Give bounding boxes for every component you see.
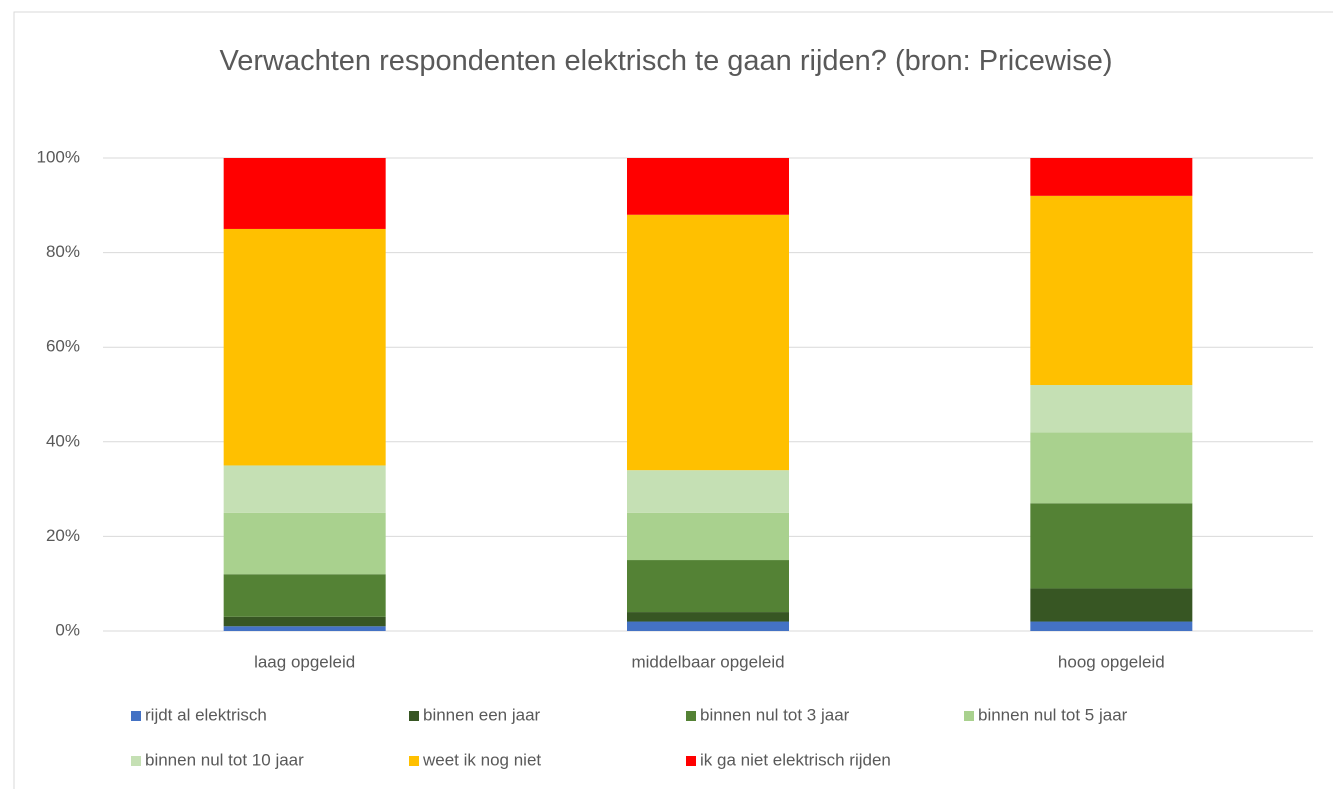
legend-swatch <box>964 711 974 721</box>
legend-label: binnen nul tot 3 jaar <box>700 705 850 724</box>
legend-swatch <box>131 756 141 766</box>
bar-segment <box>627 158 789 215</box>
legend-swatch <box>131 711 141 721</box>
bar-segment <box>627 621 789 631</box>
x-tick-label: middelbaar opgeleid <box>631 652 784 671</box>
chart-title: Verwachten respondenten elektrisch te ga… <box>219 45 1113 77</box>
bar-segment <box>1030 621 1193 631</box>
chart-border <box>13 11 1333 789</box>
x-tick-label: hoog opgeleid <box>1058 652 1165 671</box>
bar-segment <box>627 214 789 471</box>
y-tick-label: 0% <box>55 620 80 639</box>
legend-label: binnen een jaar <box>423 705 541 724</box>
bar-segment <box>627 612 789 622</box>
legend-label: ik ga niet elektrisch rijden <box>700 750 891 769</box>
bar-segment <box>223 574 386 617</box>
bar-segment <box>627 470 789 513</box>
bar-segment <box>223 465 386 513</box>
legend-label: weet ik nog niet <box>422 750 541 769</box>
legend-swatch <box>409 756 419 766</box>
bar-segment <box>1030 503 1193 589</box>
legend-swatch <box>686 711 696 721</box>
x-tick-label: laag opgeleid <box>254 652 355 671</box>
y-tick-label: 100% <box>37 147 80 166</box>
legend-label: binnen nul tot 5 jaar <box>978 705 1128 724</box>
y-tick-label: 80% <box>46 242 80 261</box>
bar-segment <box>223 228 386 466</box>
bar-segment <box>1030 158 1193 196</box>
bar-segment <box>223 616 386 627</box>
bar-segment <box>1030 195 1193 386</box>
y-tick-label: 40% <box>46 431 80 450</box>
bar-segment <box>1030 588 1193 622</box>
bar-segment <box>223 158 386 229</box>
legend-swatch <box>686 756 696 766</box>
bar-segment <box>627 560 789 613</box>
legend-label: rijdt al elektrisch <box>145 705 267 724</box>
bar-segment <box>223 512 386 575</box>
bar-segment <box>1030 385 1193 433</box>
bar-segment <box>627 512 789 561</box>
y-tick-label: 60% <box>46 337 80 356</box>
bar-segment <box>1030 432 1193 504</box>
y-tick-label: 20% <box>46 526 80 545</box>
bar-segment <box>223 626 386 631</box>
legend-swatch <box>409 711 419 721</box>
legend-label: binnen nul tot 10 jaar <box>145 750 304 769</box>
